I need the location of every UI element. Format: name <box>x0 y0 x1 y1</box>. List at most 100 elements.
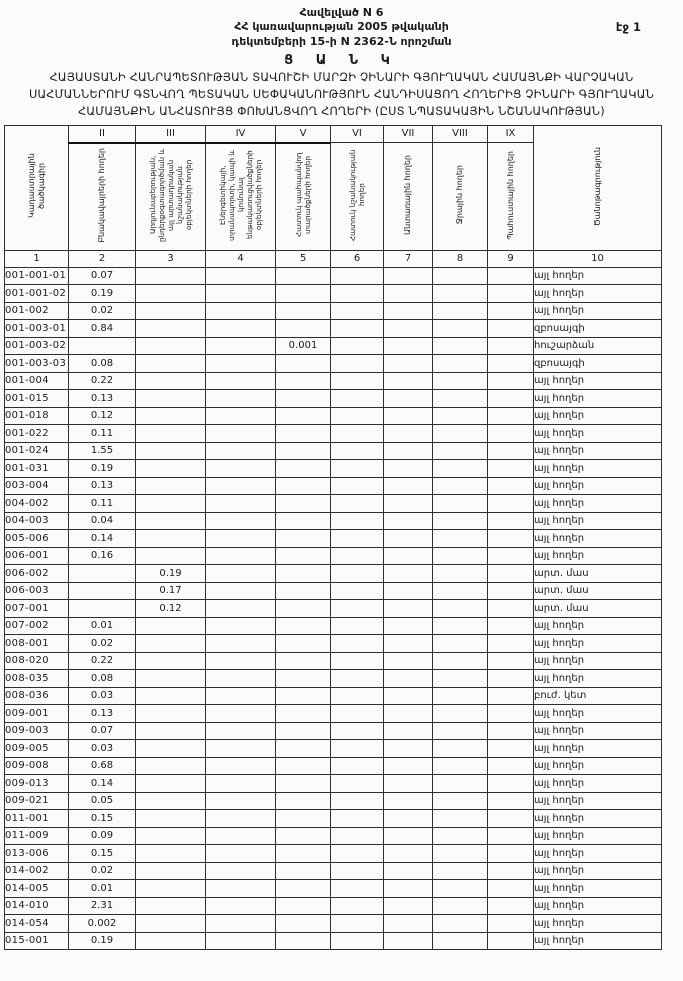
appendix-line-3: դեկտեմբերի 15-ի N 2362-Ն որոշման <box>231 34 452 48</box>
cell-value-col4 <box>205 861 276 881</box>
cell-value-col5 <box>275 476 331 496</box>
cell-value-col9 <box>487 669 534 688</box>
cell-value-col4 <box>205 686 276 706</box>
cell-value-col3 <box>135 634 206 653</box>
cell-note: այլ հողեր <box>533 791 662 811</box>
cell-value-col6 <box>330 809 384 828</box>
column-number-4: 4 <box>205 249 276 268</box>
page-number: էջ 1 <box>615 20 641 34</box>
column-label-8: Ջրային հողեր <box>455 165 464 225</box>
cell-cadastral-code: 003-004 <box>4 476 69 496</box>
cell-value-col4 <box>205 284 276 303</box>
column-numeral-5: V <box>275 124 331 144</box>
table-row: 014-002 0.02 այլ հողեր <box>4 861 662 881</box>
cell-value-col5 <box>275 511 331 531</box>
table-row: 009-001 0.13 այլ հողեր <box>4 704 662 723</box>
table-row: 009-021 0.05 այլ հողեր <box>4 791 662 811</box>
cell-value-col8 <box>432 809 488 828</box>
cell-cadastral-code: 009-005 <box>4 739 69 758</box>
column-label-4: Էներգետիկայի, տրանսպորտի, կապի և կոմունա… <box>218 149 263 241</box>
cell-value-col3 <box>135 284 206 303</box>
table-header: Կադաստրային ծածկագիր II III IV V VI VII VIII IX Ծ… <box>4 124 662 268</box>
cell-value-col9 <box>487 704 534 723</box>
cell-value-col8 <box>432 844 488 863</box>
table-row: 001-022 0.11 այլ հողեր <box>4 424 662 443</box>
cell-note: արտ. մաս <box>533 599 662 618</box>
cell-value-col3 <box>135 494 206 513</box>
cell-value-col5 <box>275 371 331 391</box>
cell-value-col3 <box>135 774 206 793</box>
cell-value-col9 <box>487 581 534 601</box>
cell-value-col4 <box>205 494 276 513</box>
cell-note: արտ. մաս <box>533 564 662 583</box>
cell-value-col7 <box>383 529 433 548</box>
cell-value-col9 <box>487 319 534 338</box>
cell-value-col5 <box>275 721 331 741</box>
cell-cadastral-code: 004-003 <box>4 511 69 531</box>
cell-value-col3 <box>135 844 206 863</box>
column-number-3: 3 <box>135 249 206 268</box>
table-row: 011-009 0.09 այլ հողեր <box>4 826 662 846</box>
appendix-line-2: ՀՀ կառավարության 2005 թվականի <box>234 20 449 34</box>
column-header-4: Էներգետիկայի, տրանսպորտի, կապի և կոմունա… <box>205 142 276 251</box>
cell-value-col2: 0.08 <box>68 354 136 373</box>
cell-value-col3 <box>135 931 206 951</box>
cell-note: այլ հողեր <box>533 914 662 933</box>
cell-value-col6 <box>330 861 384 881</box>
cell-value-col7 <box>383 686 433 706</box>
table-row: 008-036 0.03 բուժ. կետ <box>4 686 662 706</box>
cell-value-col8 <box>432 914 488 933</box>
cell-value-col8 <box>432 896 488 916</box>
cell-value-col5 <box>275 529 331 548</box>
cell-note: այլ հողեր <box>533 476 662 496</box>
column-numeral-7: VII <box>383 124 433 144</box>
cell-value-col5 <box>275 669 331 688</box>
cell-value-col6 <box>330 686 384 706</box>
cell-value-col9 <box>487 476 534 496</box>
cell-value-col5 <box>275 389 331 408</box>
cell-value-col8 <box>432 651 488 671</box>
cell-note: այլ հողեր <box>533 494 662 513</box>
cell-value-col7 <box>383 774 433 793</box>
cell-value-col8 <box>432 704 488 723</box>
cell-value-col5 <box>275 686 331 706</box>
cell-value-col4 <box>205 774 276 793</box>
table-row: 006-003 0.17 արտ. մաս <box>4 581 662 601</box>
cell-value-col7 <box>383 441 433 461</box>
cell-cadastral-code: 001-031 <box>4 459 69 478</box>
cell-value-col9 <box>487 844 534 863</box>
cell-value-col2: 0.11 <box>68 424 136 443</box>
appendix-line-1: Հավելված N 6 <box>299 6 384 19</box>
cell-value-col5 <box>275 319 331 338</box>
cell-value-col8 <box>432 634 488 653</box>
table-row: 004-003 0.04 այլ հողեր <box>4 511 662 531</box>
cell-value-col6 <box>330 826 384 846</box>
column-numeral-9: IX <box>487 124 534 144</box>
cell-value-col7 <box>383 756 433 776</box>
cell-value-col2: 0.22 <box>68 371 136 391</box>
cell-value-col3 <box>135 739 206 758</box>
cell-value-col6 <box>330 476 384 496</box>
cell-value-col7 <box>383 809 433 828</box>
appendix-header: Հավելված N 6 ՀՀ կառավարության 2005 թվակա… <box>0 0 683 49</box>
cell-value-col8 <box>432 616 488 636</box>
cell-value-col2: 0.11 <box>68 494 136 513</box>
cell-note: բուժ. կետ <box>533 686 662 706</box>
table-row: 014-005 0.01 այլ հողեր <box>4 879 662 898</box>
cell-value-col3 <box>135 476 206 496</box>
cell-value-col2: 0.02 <box>68 861 136 881</box>
cell-value-col5 <box>275 861 331 881</box>
cell-value-col7 <box>383 284 433 303</box>
cell-value-col9 <box>487 896 534 916</box>
cell-value-col7 <box>383 914 433 933</box>
cell-value-col7 <box>383 581 433 601</box>
cell-value-col7 <box>383 599 433 618</box>
cell-value-col2: 0.04 <box>68 511 136 531</box>
cell-cadastral-code: 008-020 <box>4 651 69 671</box>
cell-value-col8 <box>432 581 488 601</box>
cell-value-col6 <box>330 651 384 671</box>
cell-cadastral-code: 011-001 <box>4 809 69 828</box>
cell-value-col2: 0.68 <box>68 756 136 776</box>
cell-value-col4 <box>205 406 276 426</box>
cell-value-col7 <box>383 704 433 723</box>
